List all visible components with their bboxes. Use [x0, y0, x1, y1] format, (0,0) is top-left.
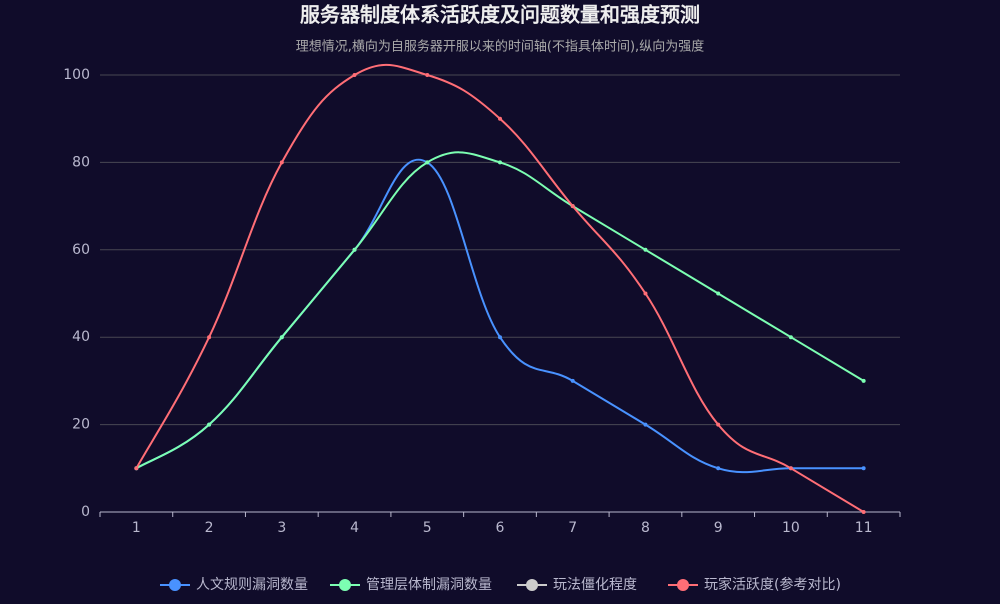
data-point — [352, 73, 357, 77]
data-point — [643, 422, 648, 427]
data-point — [207, 335, 212, 340]
data-point — [570, 378, 575, 383]
x-tick-label: 6 — [496, 520, 505, 536]
data-point — [861, 466, 866, 471]
data-point — [643, 247, 648, 252]
data-point — [498, 335, 502, 340]
data-point — [570, 204, 575, 209]
data-point — [134, 466, 139, 471]
data-point — [498, 160, 502, 165]
data-point — [716, 466, 721, 471]
x-tick-label: 2 — [205, 520, 214, 536]
x-tick-label: 3 — [277, 520, 286, 536]
data-point — [279, 160, 284, 165]
y-tick-label: 80 — [72, 154, 90, 170]
legend-label: 管理层体制漏洞数量 — [366, 577, 492, 593]
y-tick-label: 60 — [72, 242, 90, 258]
x-tick-label: 7 — [568, 520, 577, 536]
data-point — [352, 247, 357, 252]
y-tick-label: 40 — [72, 329, 90, 345]
x-tick-label: 8 — [641, 520, 650, 536]
data-point — [425, 160, 430, 165]
data-point — [716, 422, 721, 427]
series-line — [135, 63, 865, 513]
x-tick-label: 1 — [132, 520, 141, 536]
chart-subtitle: 理想情况,横向为自服务器开服以来的时间轴(不指具体时间),纵向为强度 — [296, 39, 704, 55]
legend-symbol — [677, 579, 689, 591]
data-point — [425, 73, 430, 77]
legend-symbol — [526, 579, 538, 591]
data-point — [207, 422, 212, 427]
series-line — [135, 151, 865, 470]
data-point — [643, 291, 648, 296]
y-tick-label: 100 — [63, 67, 90, 83]
legend-item[interactable]: 玩法僵化程度 — [517, 577, 637, 593]
x-tick-label: 9 — [714, 520, 723, 536]
legend-label: 人文规则漏洞数量 — [196, 577, 308, 593]
data-point — [861, 378, 866, 383]
legend-label: 玩法僵化程度 — [553, 577, 637, 593]
legend-item[interactable]: 玩家活跃度(参考对比) — [668, 576, 841, 593]
legend-label: 玩家活跃度(参考对比) — [704, 576, 841, 593]
x-tick-label: 5 — [423, 520, 432, 536]
data-point — [788, 335, 793, 340]
legend-symbol — [339, 579, 351, 591]
x-tick-label: 10 — [782, 520, 800, 536]
x-tick-label: 11 — [855, 520, 873, 536]
data-point — [498, 116, 502, 121]
chart-title: 服务器制度体系活跃度及问题数量和强度预测 — [300, 3, 700, 27]
y-tick-label: 0 — [81, 504, 90, 520]
data-point — [279, 335, 284, 340]
legend-item[interactable]: 管理层体制漏洞数量 — [330, 577, 492, 593]
legend-item[interactable]: 人文规则漏洞数量 — [160, 577, 308, 593]
data-point — [716, 291, 721, 296]
x-tick-label: 4 — [350, 520, 359, 536]
data-point — [788, 466, 793, 471]
y-tick-label: 20 — [72, 417, 90, 433]
legend-symbol — [169, 579, 181, 591]
data-point — [861, 510, 866, 514]
